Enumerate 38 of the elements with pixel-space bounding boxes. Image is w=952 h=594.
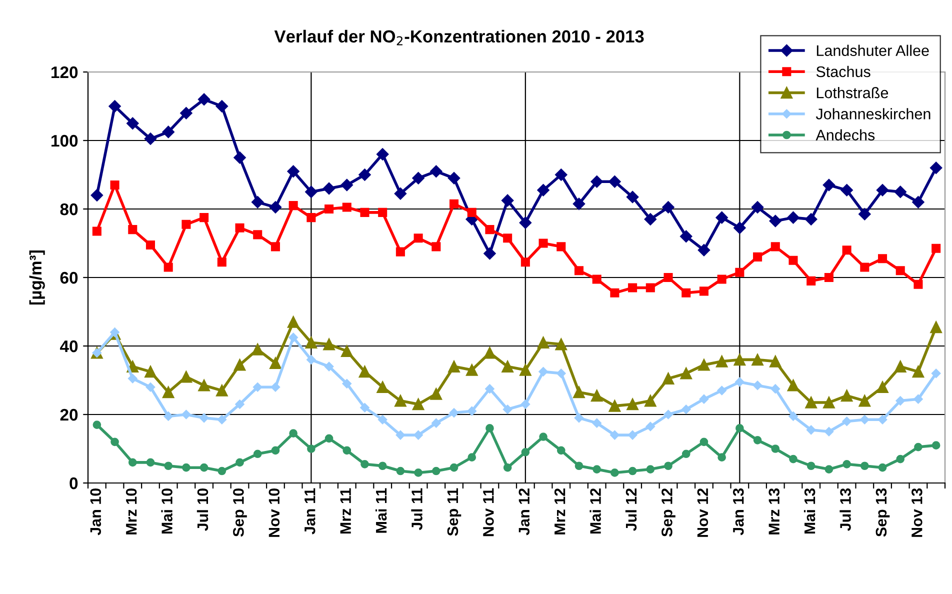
x-tick-label: Jan 12 [518, 488, 530, 536]
x-tick-label: Sep 11 [447, 488, 462, 536]
y-axis-title: [µg/m³] [29, 250, 45, 305]
x-tick-label: Mai 12 [590, 488, 601, 534]
legend-label: Andechs [816, 129, 875, 140]
x-tick-label: Mai 13 [804, 488, 816, 534]
x-tick-label: Mrz 11 [340, 488, 351, 534]
x-tick-label: Sep 12 [662, 488, 676, 537]
y-tick-label: 40 [60, 340, 78, 352]
x-tick-label: Mai 11 [375, 488, 387, 533]
x-tick-label: Jul 13 [840, 488, 851, 531]
x-tick-label: Sep 10 [233, 488, 247, 537]
x-tick-label: Jul 12 [625, 488, 637, 531]
x-tick-label: Jul 11 [411, 488, 422, 530]
y-tick-label: 80 [60, 203, 78, 216]
x-tick-label: Mrz 10 [126, 488, 137, 534]
x-tick-label: Mrz 12 [554, 488, 566, 534]
y-tick-label: 100 [52, 134, 78, 147]
x-tick-label: Jan 10 [90, 488, 102, 536]
x-tick-label: Mai 10 [161, 488, 172, 534]
x-tick-label: Sep 13 [876, 488, 890, 537]
x-tick-label: Jan 11 [304, 488, 316, 534]
x-tick-label: Jan 13 [732, 488, 744, 536]
x-tick-label: Mrz 13 [768, 488, 780, 534]
x-tick-label: Nov 10 [268, 488, 280, 537]
legend-label: Landshuter Allee [816, 44, 929, 56]
legend-label: Johanneskirchen [816, 108, 930, 120]
x-tick-label: Nov 12 [697, 488, 708, 537]
y-tick-label: 120 [52, 66, 78, 78]
legend-label: Stachus [816, 66, 870, 78]
y-tick-label: 20 [60, 408, 78, 421]
x-tick-label: Nov 11 [483, 488, 494, 536]
chart-title: Verlauf der NO$_{2}$-Konzentrationen 2010 - 2013 [274, 30, 644, 46]
y-tick-label: 0 [70, 477, 78, 490]
x-tick-label: Nov 13 [912, 488, 922, 537]
x-tick-label: Jul 10 [196, 488, 208, 531]
legend-label: Lothstraße [816, 87, 888, 98]
y-tick-label: 60 [60, 272, 78, 284]
